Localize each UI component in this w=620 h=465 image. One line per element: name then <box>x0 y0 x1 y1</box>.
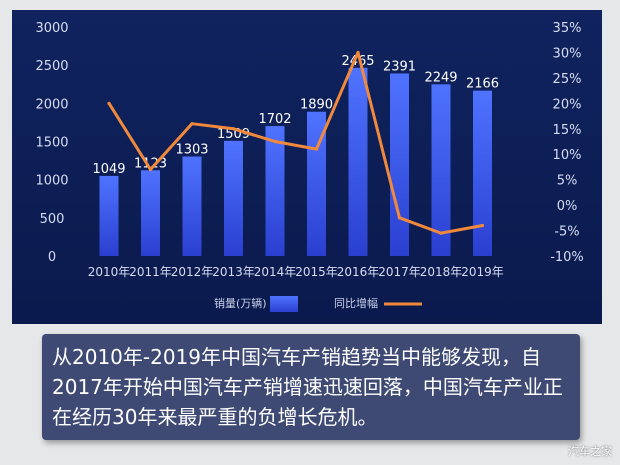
x-axis-tick: 2017年 <box>378 265 421 279</box>
sales-bar <box>431 84 451 257</box>
left-axis-tick: 3000 <box>35 21 68 36</box>
sales-value-label: 2166 <box>466 77 499 92</box>
right-axis-tick: 35% <box>553 21 582 36</box>
sales-bar <box>390 73 409 256</box>
legend-sales-label: 销量(万辆) <box>214 296 267 310</box>
growth-point <box>439 231 443 235</box>
sales-value-label: 2465 <box>341 54 374 69</box>
sales-value-label: 2391 <box>383 59 416 74</box>
x-axis-tick: 2011年 <box>129 265 172 279</box>
sales-bar <box>99 175 119 256</box>
sales-value-label: 1049 <box>92 162 125 177</box>
growth-line <box>107 50 483 235</box>
growth-point <box>231 127 236 131</box>
sales-bar <box>265 126 285 257</box>
x-axis-tick: 2014年 <box>254 265 297 279</box>
x-axis-tick: 2016年 <box>337 265 380 279</box>
x-axis-tick: 2010年 <box>88 265 131 279</box>
left-axis-tick: 1000 <box>35 174 68 189</box>
chart-panel: 0 500 1000 1500 2000 2500 3000 -10% -5% 0% 5% 10% 1… <box>12 10 602 324</box>
left-axis-tick: 2500 <box>35 59 68 74</box>
sales-bar <box>348 67 368 256</box>
x-axis-tick: 2015年 <box>295 265 338 279</box>
growth-point <box>314 147 319 151</box>
right-axis-tick: 20% <box>553 97 582 112</box>
left-axis-tick: 0 <box>48 250 56 265</box>
growth-point <box>273 139 277 144</box>
left-axis-tick: 500 <box>40 212 65 227</box>
sales-value-label: 1702 <box>258 112 291 127</box>
growth-point <box>480 223 485 228</box>
legend-growth-label: 同比增幅 <box>334 296 378 310</box>
sales-bar <box>224 140 243 256</box>
left-axis-tick: 2000 <box>35 97 68 112</box>
right-axis-tick: 15% <box>553 123 582 138</box>
x-axis-tick: 2013年 <box>212 265 255 279</box>
growth-point <box>356 50 360 55</box>
sales-value-label: 2249 <box>424 70 457 85</box>
right-axis-tick: -10% <box>550 250 584 265</box>
x-axis-tick: 2012年 <box>171 265 214 279</box>
sales-bar <box>182 156 202 256</box>
sales-value-label: 1303 <box>175 143 208 158</box>
right-axis-tick: 0% <box>557 199 578 214</box>
sales-bar <box>141 170 160 256</box>
caption-text: 从2010年-2019年中国汽车产销趋势当中能够发现，自2017年开始中国汽车产… <box>42 334 580 440</box>
watermark: 汽车之家 <box>568 445 612 458</box>
right-axis-tick: -5% <box>554 225 579 240</box>
growth-point <box>107 101 111 105</box>
right-axis-tick: 25% <box>553 72 582 87</box>
growth-point <box>397 216 402 220</box>
sales-value-label: 1890 <box>300 98 333 113</box>
legend-sales-swatch <box>270 296 298 312</box>
right-axis-tick: 5% <box>557 174 578 189</box>
sales-chart: 0 500 1000 1500 2000 2500 3000 -10% -5% 0% 5% 10% 1… <box>35 21 584 312</box>
growth-point <box>190 122 194 126</box>
growth-point <box>148 167 153 172</box>
x-axis-tick: 2019年 <box>461 265 504 279</box>
x-axis-tick: 2018年 <box>420 265 463 279</box>
right-axis-tick: 30% <box>553 46 582 61</box>
sales-bar <box>473 90 492 256</box>
right-axis-tick: 10% <box>553 148 582 163</box>
left-axis-tick: 1500 <box>35 136 68 151</box>
